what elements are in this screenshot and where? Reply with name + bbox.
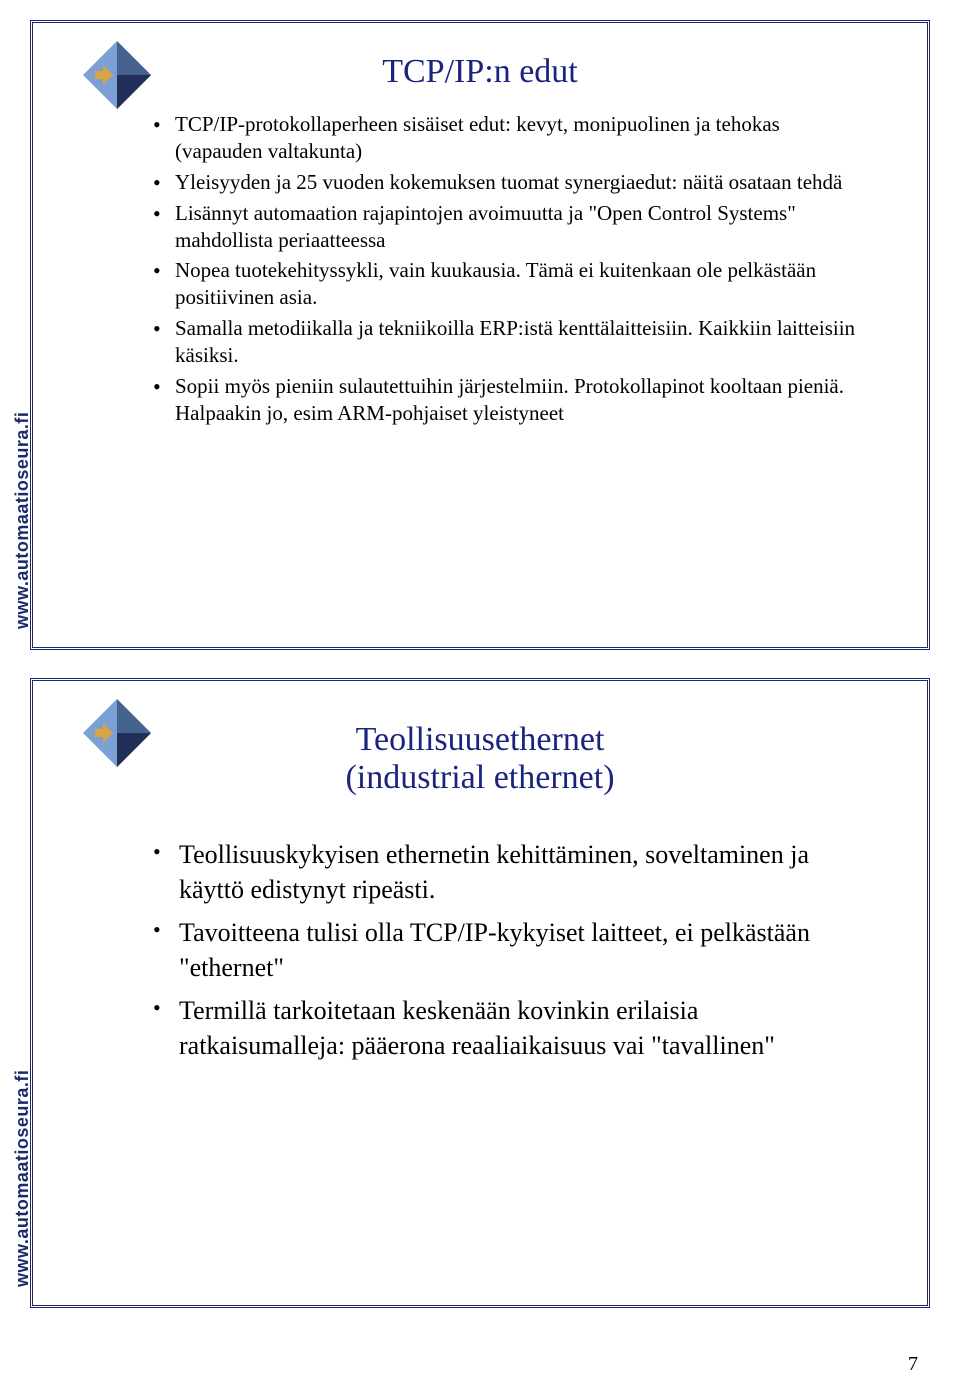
list-item: Teollisuuskykyisen ethernetin kehittämin…: [153, 837, 867, 907]
list-item: Yleisyyden ja 25 vuoden kokemuksen tuoma…: [153, 169, 867, 196]
list-item: Sopii myös pieniin sulautettuihin järjes…: [153, 373, 867, 427]
slide-1-bullets: TCP/IP-protokollaperheen sisäiset edut: …: [33, 111, 927, 427]
brand-logo: [77, 693, 157, 778]
slide-2: www.automaatioseura.fi Teollisuusetherne…: [30, 678, 930, 1308]
list-item: Termillä tarkoitetaan keskenään kovinkin…: [153, 993, 867, 1063]
list-item: TCP/IP-protokollaperheen sisäiset edut: …: [153, 111, 867, 165]
slide-2-title-line1: Teollisuusethernet: [356, 721, 605, 758]
page-number: 7: [908, 1353, 918, 1376]
sidebar-url: www.automaatioseura.fi: [12, 412, 33, 635]
list-item: Lisännyt automaation rajapintojen avoimu…: [153, 200, 867, 254]
list-item: Nopea tuotekehityssykli, vain kuukausia.…: [153, 257, 867, 311]
brand-logo: [77, 35, 157, 120]
slide-1-title: TCP/IP:n edut: [33, 23, 927, 111]
list-item: Samalla metodiikalla ja tekniikoilla ERP…: [153, 315, 867, 369]
sidebar-url: www.automaatioseura.fi: [12, 1070, 33, 1293]
slide-1: www.automaatioseura.fi TCP/IP:n edut TCP…: [30, 20, 930, 650]
slide-2-title-line2: (industrial ethernet): [345, 759, 614, 796]
slide-2-bullets: Teollisuuskykyisen ethernetin kehittämin…: [33, 837, 927, 1064]
slide-2-title: Teollisuusethernet (industrial ethernet): [33, 681, 927, 837]
list-item: Tavoitteena tulisi olla TCP/IP-kykyiset …: [153, 915, 867, 985]
